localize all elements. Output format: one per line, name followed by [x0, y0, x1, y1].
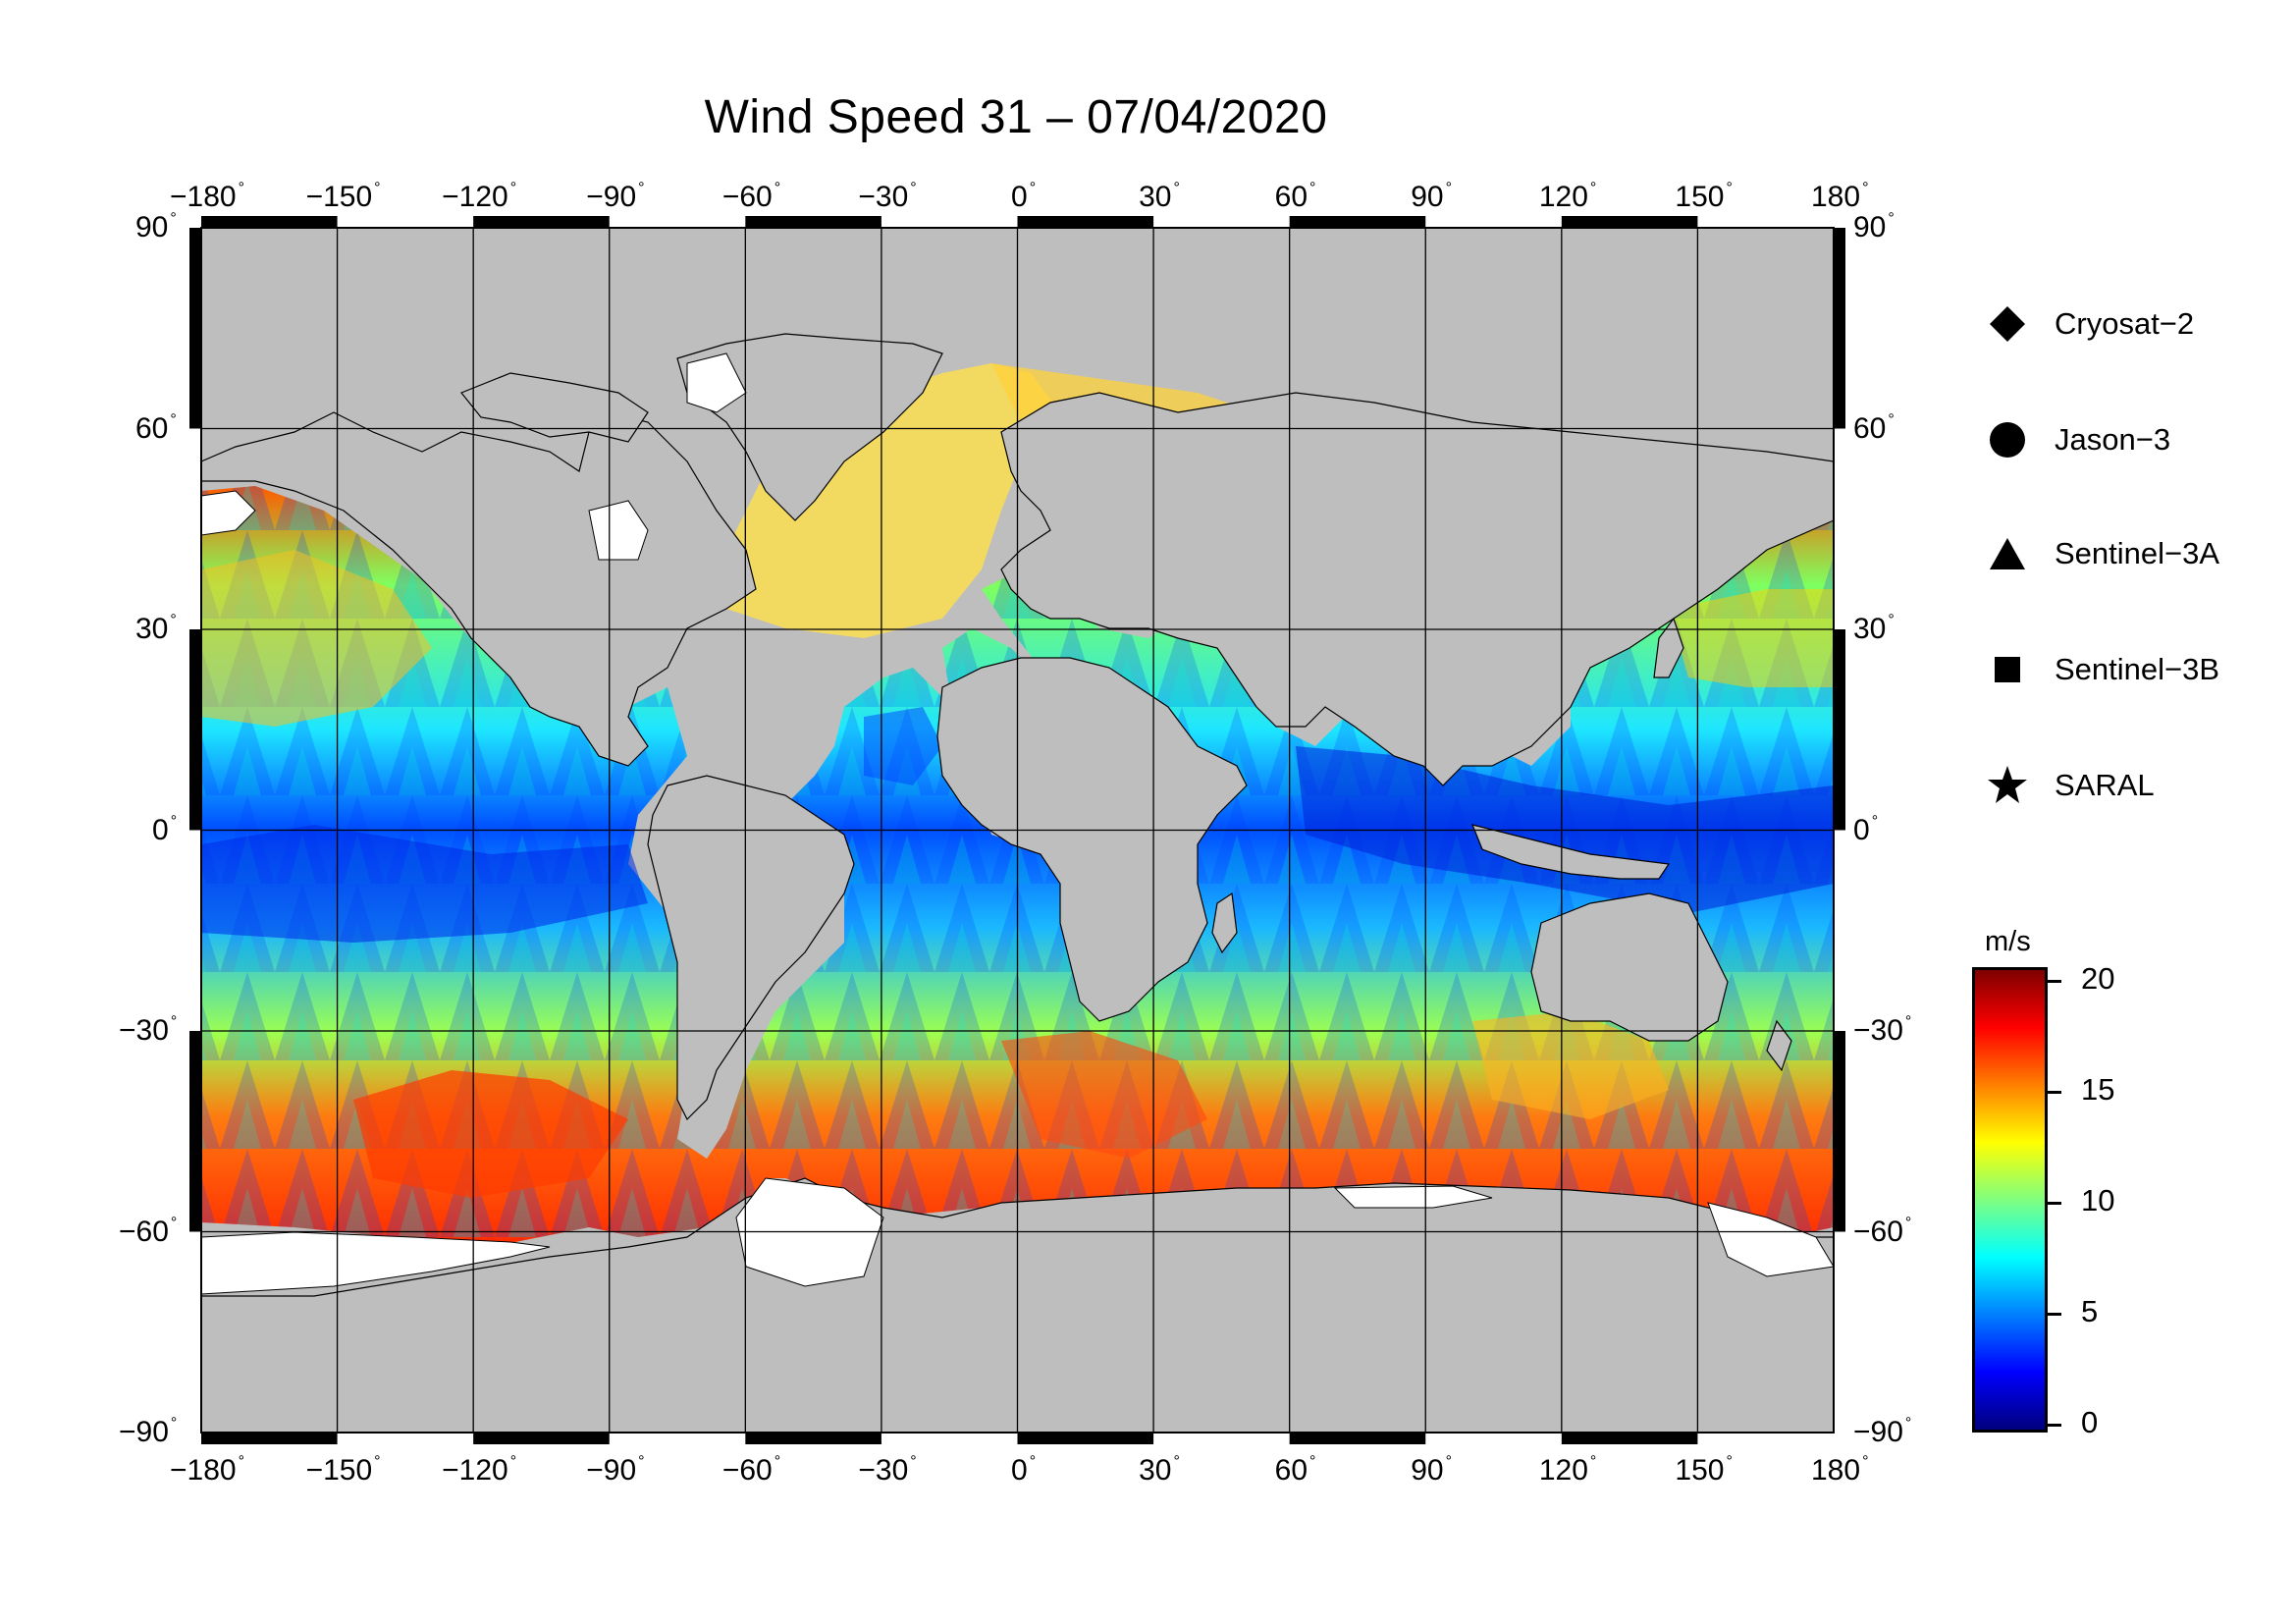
- japan: [1653, 617, 1684, 678]
- colorbar-label: 0: [2081, 1405, 2099, 1439]
- longitude-label-top: 180 °: [1811, 180, 1869, 213]
- latitude-label-right: 0 °: [1853, 812, 1879, 846]
- longitude-label-top: 30 °: [1139, 180, 1180, 213]
- longitude-label-bottom: 90 °: [1411, 1453, 1453, 1487]
- longitude-label-bottom: −120 °: [442, 1453, 517, 1487]
- longitude-label-top: −120 °: [442, 180, 517, 213]
- latitude-label-left: 60 °: [135, 410, 177, 445]
- colorbar: [1972, 967, 2048, 1433]
- colorbar-label: 10: [2081, 1183, 2115, 1217]
- frame-top-segment: [201, 216, 338, 228]
- longitude-label-top: −90 °: [586, 180, 645, 213]
- latitude-label-left: 90 °: [135, 210, 177, 243]
- latitude-label-left: 0 °: [152, 812, 178, 846]
- colorbar-tick: [2048, 1424, 2061, 1427]
- latitude-label-right: −90 °: [1853, 1415, 1912, 1448]
- legend-cryosat2: Cryosat−2: [1983, 299, 2194, 349]
- longitude-label-top: 0 °: [1011, 180, 1037, 213]
- greenland: [676, 333, 943, 521]
- latitude-label-right: 90 °: [1853, 210, 1895, 243]
- new-zealand: [1766, 1019, 1792, 1072]
- frame-bottom-segment: [1017, 1433, 1154, 1444]
- longitude-label-top: −30 °: [858, 180, 917, 213]
- longitude-label-bottom: 180 °: [1811, 1453, 1869, 1487]
- longitude-label-bottom: −30 °: [858, 1453, 917, 1487]
- longitude-label-bottom: −90 °: [586, 1453, 645, 1487]
- longitude-label-top: 60 °: [1274, 180, 1316, 213]
- colorbar-tick: [2048, 1091, 2061, 1094]
- legend-label: Cryosat−2: [2055, 306, 2195, 341]
- longitude-label-bottom: 30 °: [1139, 1453, 1180, 1487]
- frame-bottom-segment: [201, 1433, 338, 1444]
- latitude-label-right: 30 °: [1853, 612, 1895, 645]
- colorbar-unit: m/s: [1985, 926, 2031, 957]
- latitude-label-left: −30 °: [119, 1013, 178, 1047]
- legend-sentinel3b: Sentinel−3B: [1983, 645, 2219, 694]
- longitude-label-bottom: −180 °: [170, 1453, 244, 1487]
- legend-label: Sentinel−3B: [2055, 652, 2220, 686]
- africa: [936, 657, 1248, 1022]
- triangle-icon: [1983, 529, 2032, 578]
- latitude-label-right: −60 °: [1853, 1214, 1912, 1248]
- longitude-label-top: 90 °: [1411, 180, 1453, 213]
- legend-label: Sentinel−3A: [2055, 536, 2220, 570]
- legend-saral: SARAL: [1983, 761, 2155, 810]
- circle-icon: [1983, 415, 2032, 464]
- latitude-label-right: 60 °: [1853, 410, 1895, 445]
- colorbar-label: 5: [2081, 1294, 2099, 1328]
- frame-top-segment: [1289, 216, 1426, 228]
- madagascar: [1211, 892, 1238, 954]
- frame-bottom-segment: [745, 1433, 881, 1444]
- longitude-label-bottom: −150 °: [305, 1453, 381, 1487]
- latitude-label-left: 30 °: [135, 612, 177, 645]
- frame-top-segment: [473, 216, 610, 228]
- star-icon: [1983, 761, 2032, 810]
- latitude-label-left: −60 °: [119, 1214, 178, 1248]
- longitude-label-bottom: −60 °: [721, 1453, 781, 1487]
- frame-bottom-segment: [473, 1433, 610, 1444]
- latitude-label-left: −90 °: [119, 1415, 178, 1448]
- canada-arctic: [460, 372, 649, 443]
- longitude-label-top: −180 °: [170, 180, 244, 213]
- longitude-label-top: 150 °: [1675, 180, 1733, 213]
- legend-jason3: Jason−3: [1983, 415, 2170, 464]
- frame-top-segment: [745, 216, 881, 228]
- colorbar-tick: [2048, 980, 2061, 983]
- colorbar-label: 15: [2081, 1072, 2115, 1107]
- longitude-label-bottom: 120 °: [1538, 1453, 1597, 1487]
- frame-left-segment: [189, 629, 201, 831]
- frame-right-segment: [1834, 1031, 1845, 1232]
- longitude-label-bottom: 0 °: [1011, 1453, 1037, 1487]
- legend-label: SARAL: [2055, 768, 2155, 802]
- legend-sentinel3a: Sentinel−3A: [1983, 529, 2219, 578]
- latitude-label-right: −30 °: [1853, 1013, 1912, 1047]
- frame-top-segment: [1017, 216, 1154, 228]
- longitude-label-bottom: 60 °: [1274, 1453, 1316, 1487]
- frame-bottom-segment: [1289, 1433, 1426, 1444]
- longitude-label-top: 120 °: [1538, 180, 1597, 213]
- indonesia: [1471, 824, 1671, 880]
- frame-left-segment: [189, 1031, 201, 1232]
- frame-left-segment: [189, 228, 201, 429]
- diamond-icon: [1983, 299, 2032, 349]
- longitude-label-top: −60 °: [721, 180, 781, 213]
- north-america: [201, 411, 757, 767]
- frame-checker: [189, 216, 1845, 1444]
- south-america: [647, 775, 855, 1121]
- legend-label: Jason−3: [2055, 422, 2171, 457]
- longitude-label-top: −150 °: [305, 180, 381, 213]
- map-title: Wind Speed 31 – 07/04/2020: [704, 91, 1328, 143]
- square-icon: [1983, 645, 2032, 694]
- longitude-label-bottom: 150 °: [1675, 1453, 1733, 1487]
- colorbar-label: 20: [2081, 961, 2115, 996]
- frame-top-segment: [1561, 216, 1698, 228]
- frame-right-segment: [1834, 228, 1845, 429]
- frame-bottom-segment: [1561, 1433, 1698, 1444]
- colorbar-tick: [2048, 1313, 2061, 1316]
- colorbar-tick: [2048, 1202, 2061, 1205]
- frame-right-segment: [1834, 629, 1845, 831]
- graticule: [201, 228, 1834, 1433]
